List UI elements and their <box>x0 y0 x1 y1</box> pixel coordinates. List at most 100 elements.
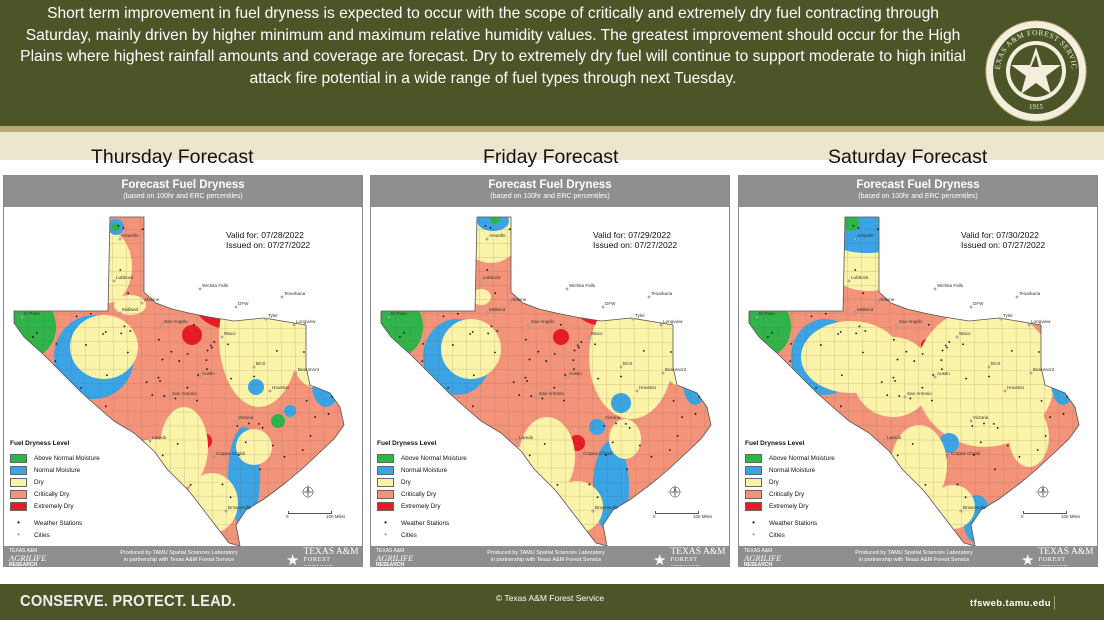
city-dot <box>903 395 907 399</box>
weather-station-dot <box>307 251 310 254</box>
seal-year: 1915 <box>1029 103 1044 111</box>
weather-station-dot <box>30 350 33 352</box>
weather-station-dot <box>528 454 531 457</box>
weather-station-dot <box>572 359 575 362</box>
weather-station-dot <box>921 386 924 389</box>
weather-station-dot <box>573 368 575 371</box>
weather-station-dot <box>390 267 392 270</box>
city-dot <box>933 287 937 291</box>
fuel-zone <box>14 297 56 357</box>
weather-station-dot <box>932 374 935 376</box>
city-label: Laredo <box>519 435 534 440</box>
weather-station-dot <box>235 272 237 274</box>
fuel-zone <box>1051 361 1075 405</box>
weather-station-dot <box>469 463 472 466</box>
weather-station-dot <box>893 245 896 248</box>
weather-station-dot <box>1060 278 1063 281</box>
legend-label: Weather Stations <box>34 519 83 527</box>
weather-station-dot <box>971 425 974 427</box>
legend-label: Weather Stations <box>769 519 818 527</box>
weather-station-dot <box>192 534 195 537</box>
weather-station-dot <box>303 521 306 524</box>
weather-station-dot <box>102 333 104 335</box>
weather-station-dot <box>158 242 160 245</box>
weather-station-dot <box>859 515 862 518</box>
weather-station-dot <box>41 224 44 227</box>
city-label: Austin <box>569 371 582 376</box>
legend-item: Extremely Dry <box>377 500 467 512</box>
weather-station-dot <box>472 374 475 377</box>
footer-website-link[interactable]: tfsweb.tamu.edu <box>970 598 1051 609</box>
city-dot <box>292 323 296 327</box>
city-label: Amarillo <box>122 233 139 238</box>
weather-station-dot <box>227 343 229 346</box>
weather-station-dot <box>320 528 323 531</box>
weather-station-dot <box>456 419 459 421</box>
city-label: El Paso <box>391 311 407 316</box>
weather-station-dot <box>855 332 858 335</box>
city-dot <box>875 301 879 305</box>
produced-by-text: Produced by TAMU Spatial Sciences Labora… <box>104 550 254 564</box>
weather-station-dot <box>474 468 477 470</box>
city-label: Abilene <box>879 297 895 302</box>
texas-map-area: El Paso Amarillo Lubbock Midland Abilene San … <box>739 207 1097 547</box>
legend-label: Above Normal Moisture <box>401 454 467 462</box>
city-label: Lubbock <box>851 275 869 280</box>
legend-label: Critically Dry <box>401 490 437 498</box>
footer-slogan: CONSERVE. PROTECT. LEAD. <box>20 593 236 610</box>
county-line <box>381 340 711 344</box>
weather-station-dot <box>968 268 971 271</box>
city-label: Abilene <box>511 297 527 302</box>
texas-map: El Paso Amarillo Lubbock Midland Abilene San … <box>13 216 345 547</box>
fuel-zone <box>493 447 549 507</box>
weather-station-dot <box>35 331 38 334</box>
legend-label: Normal Moisture <box>34 466 81 474</box>
city-label: Victoria <box>238 415 254 420</box>
city-label: BCS <box>623 361 632 366</box>
weather-station-dot <box>161 246 164 249</box>
legend-swatch <box>745 477 762 487</box>
header-bar: Short term improvement in fuel dryness i… <box>0 0 1104 126</box>
weather-station-dot <box>213 341 216 343</box>
weather-station-dot <box>260 513 262 516</box>
weather-station-dot <box>209 344 212 347</box>
legend-title: Fuel Dryness Level <box>745 440 805 447</box>
weather-station-dot <box>626 468 628 471</box>
city-label: San Antonio <box>539 391 564 396</box>
weather-station-dot <box>421 360 424 363</box>
legend-item: Dry <box>745 476 835 488</box>
weather-station-dot <box>692 278 695 281</box>
weather-station-dot <box>157 376 160 379</box>
weather-station-dot <box>104 330 107 333</box>
star-icon: ★ <box>286 552 300 567</box>
weather-station-dot <box>159 380 161 382</box>
weather-station-dot <box>968 307 971 310</box>
texas-map-area: El Paso Amarillo Lubbock Midland Abilene San … <box>371 207 729 547</box>
weather-station-dot <box>995 513 997 516</box>
weather-station-dot <box>306 302 309 305</box>
weather-station-dot <box>127 292 130 295</box>
weather-station-dot <box>161 454 164 457</box>
weather-station-dot <box>777 239 779 242</box>
scale-start: 0 <box>1021 514 1024 519</box>
weather-station-dot <box>787 296 790 298</box>
city-dot <box>148 439 152 443</box>
weather-station-dot <box>778 285 780 288</box>
valid-issued-block: Valid for: 07/30/2022 Issued on: 07/27/2… <box>961 230 1045 250</box>
agrilife-bottom: RESEARCH <box>9 562 38 567</box>
weather-station-dot <box>52 296 55 298</box>
weather-station-dot <box>158 245 161 248</box>
city-label: Longview <box>1031 319 1051 324</box>
weather-station-dot <box>903 293 905 296</box>
weather-station-dot <box>289 264 291 267</box>
divider-strip <box>0 126 1104 132</box>
weather-station-dot <box>761 342 764 345</box>
county-line <box>381 270 711 274</box>
weather-station-dot <box>559 534 562 537</box>
city-label: Texarkana <box>1019 291 1041 296</box>
city-dot <box>1027 323 1031 327</box>
weather-station-dot <box>468 524 471 526</box>
legend-swatch <box>377 489 394 499</box>
weather-station-dot <box>573 349 576 352</box>
city-dot <box>527 323 531 327</box>
